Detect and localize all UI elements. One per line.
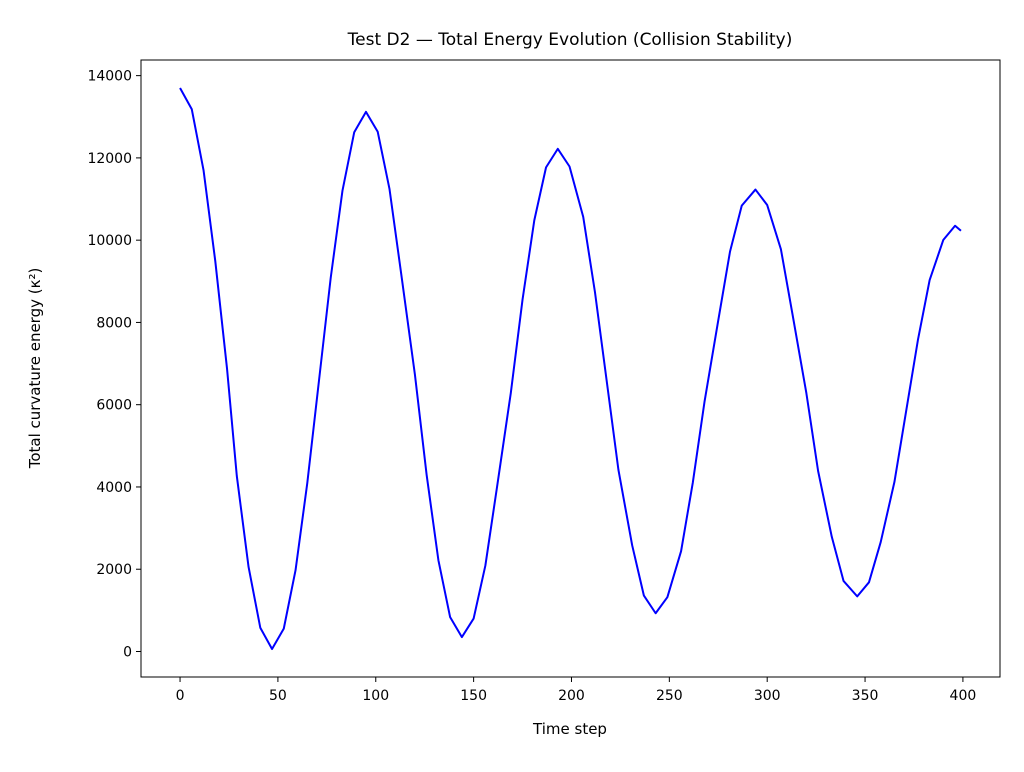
y-axis-label: Total curvature energy (κ²) (26, 268, 44, 470)
x-tick-label: 250 (656, 688, 683, 704)
data-line (179, 87, 962, 651)
chart-title: Test D2 — Total Energy Evolution (Collis… (347, 30, 793, 50)
x-tick-label: 400 (950, 688, 977, 704)
x-tick-label: 100 (362, 688, 389, 704)
y-tick-label: 8000 (96, 315, 132, 331)
plot-frame (140, 59, 1001, 678)
y-tick-label: 4000 (96, 480, 132, 496)
x-tick-label: 350 (852, 688, 879, 704)
x-tick-label: 50 (269, 688, 287, 704)
y-tick-label: 0 (123, 644, 132, 660)
x-tick-label: 150 (460, 688, 487, 704)
x-tick-label: 300 (754, 688, 781, 704)
y-tick-label: 6000 (96, 398, 132, 414)
y-tick-label: 2000 (96, 562, 132, 578)
y-tick-label: 10000 (87, 233, 132, 249)
y-tick-label: 12000 (87, 151, 132, 167)
x-tick-label: 0 (176, 688, 185, 704)
x-tick-label: 200 (558, 688, 585, 704)
y-tick-label: 14000 (87, 69, 132, 85)
x-axis-label: Time step (532, 720, 607, 738)
